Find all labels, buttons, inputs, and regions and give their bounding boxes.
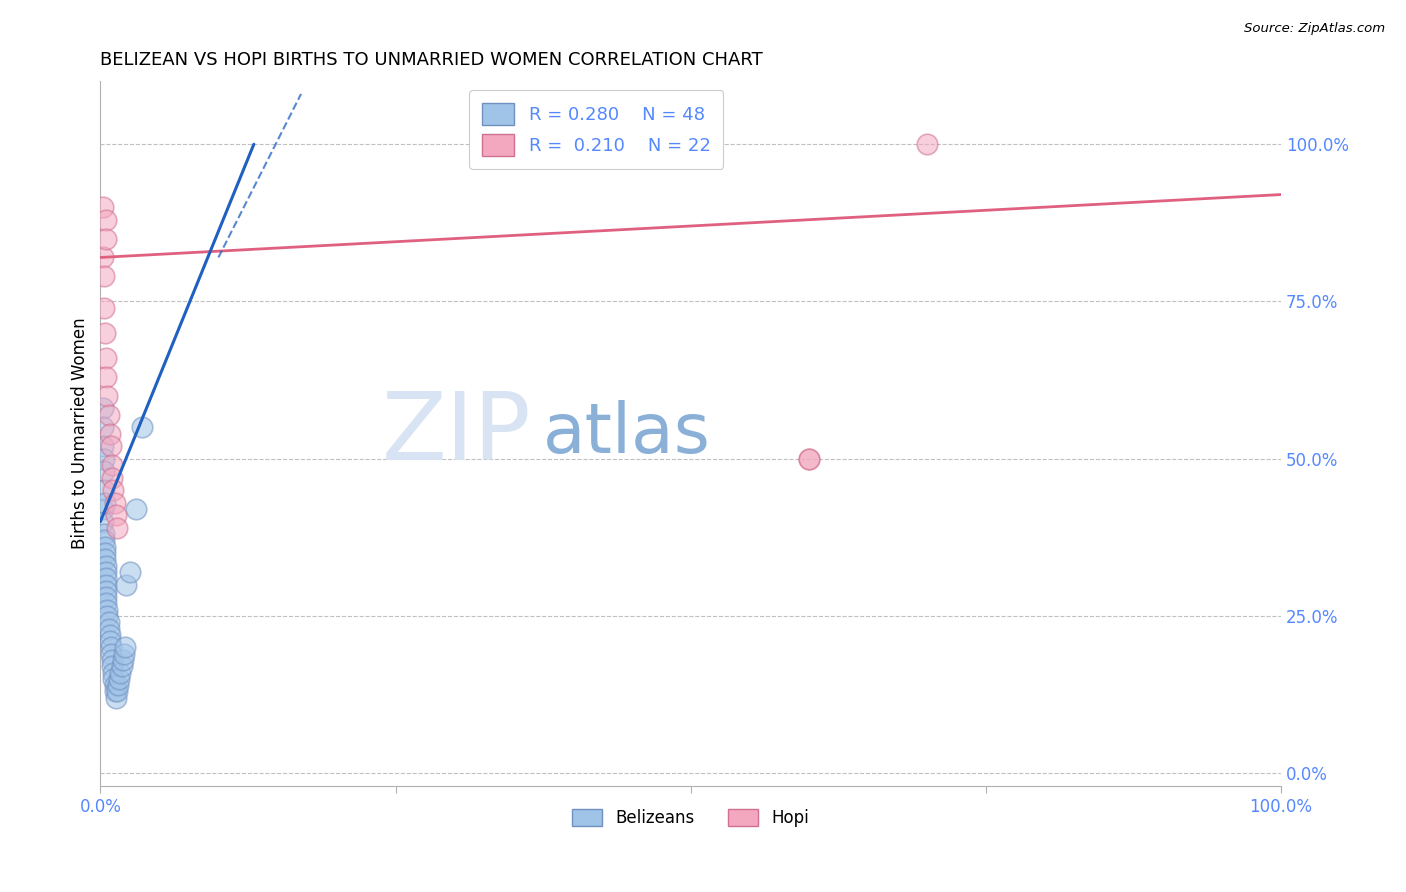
Point <box>114 640 136 655</box>
Point <box>101 659 124 673</box>
Text: Source: ZipAtlas.com: Source: ZipAtlas.com <box>1244 22 1385 36</box>
Point <box>96 583 118 598</box>
Point <box>96 558 118 573</box>
Point <box>91 401 114 416</box>
Point <box>91 200 114 214</box>
Point <box>91 502 114 516</box>
Point <box>104 508 127 523</box>
Point <box>93 269 115 284</box>
Point <box>915 137 938 152</box>
Point <box>103 483 125 498</box>
Point <box>110 659 132 673</box>
Point <box>105 684 128 698</box>
Point <box>125 502 148 516</box>
Point <box>96 609 118 624</box>
Point <box>96 571 118 585</box>
Point <box>96 577 118 591</box>
Point <box>98 634 121 648</box>
Point <box>101 470 124 484</box>
Point <box>91 515 114 529</box>
Point <box>96 212 118 227</box>
Point <box>103 684 125 698</box>
Point <box>96 602 118 616</box>
Point <box>107 678 129 692</box>
Point <box>98 426 121 441</box>
Legend: Belizeans, Hopi: Belizeans, Hopi <box>565 802 815 834</box>
Point <box>94 546 117 560</box>
Point <box>96 389 118 403</box>
Point <box>93 533 115 548</box>
Point <box>96 370 118 384</box>
Point <box>103 672 125 686</box>
Point <box>91 420 114 434</box>
Point <box>103 678 125 692</box>
Y-axis label: Births to Unmarried Women: Births to Unmarried Women <box>72 318 89 549</box>
Point <box>98 628 121 642</box>
Point <box>110 665 132 680</box>
Point <box>94 496 117 510</box>
Text: ZIP: ZIP <box>381 387 531 480</box>
Point <box>101 458 124 472</box>
Point <box>131 420 153 434</box>
Point <box>93 527 115 541</box>
Point <box>93 451 115 466</box>
Point <box>91 439 114 453</box>
Text: atlas: atlas <box>543 401 711 467</box>
Point <box>103 496 125 510</box>
Point <box>96 231 118 245</box>
Point <box>97 622 120 636</box>
Point <box>112 647 135 661</box>
Point <box>91 251 114 265</box>
Point <box>797 451 820 466</box>
Point <box>108 672 131 686</box>
Point <box>93 483 115 498</box>
Point <box>797 451 820 466</box>
Point <box>100 640 122 655</box>
Point <box>105 521 128 535</box>
Point <box>96 590 118 604</box>
Point <box>97 408 120 422</box>
Point <box>93 301 115 315</box>
Point <box>94 326 117 340</box>
Point <box>103 665 125 680</box>
Point <box>104 690 127 705</box>
Point <box>100 439 122 453</box>
Point <box>96 565 118 579</box>
Point <box>111 653 134 667</box>
Point <box>101 653 124 667</box>
Point <box>94 552 117 566</box>
Point <box>96 351 118 365</box>
Point <box>100 647 122 661</box>
Point <box>115 577 138 591</box>
Text: BELIZEAN VS HOPI BIRTHS TO UNMARRIED WOMEN CORRELATION CHART: BELIZEAN VS HOPI BIRTHS TO UNMARRIED WOM… <box>100 51 763 69</box>
Point <box>94 540 117 554</box>
Point <box>96 596 118 610</box>
Point <box>93 464 115 478</box>
Point <box>118 565 141 579</box>
Point <box>97 615 120 630</box>
